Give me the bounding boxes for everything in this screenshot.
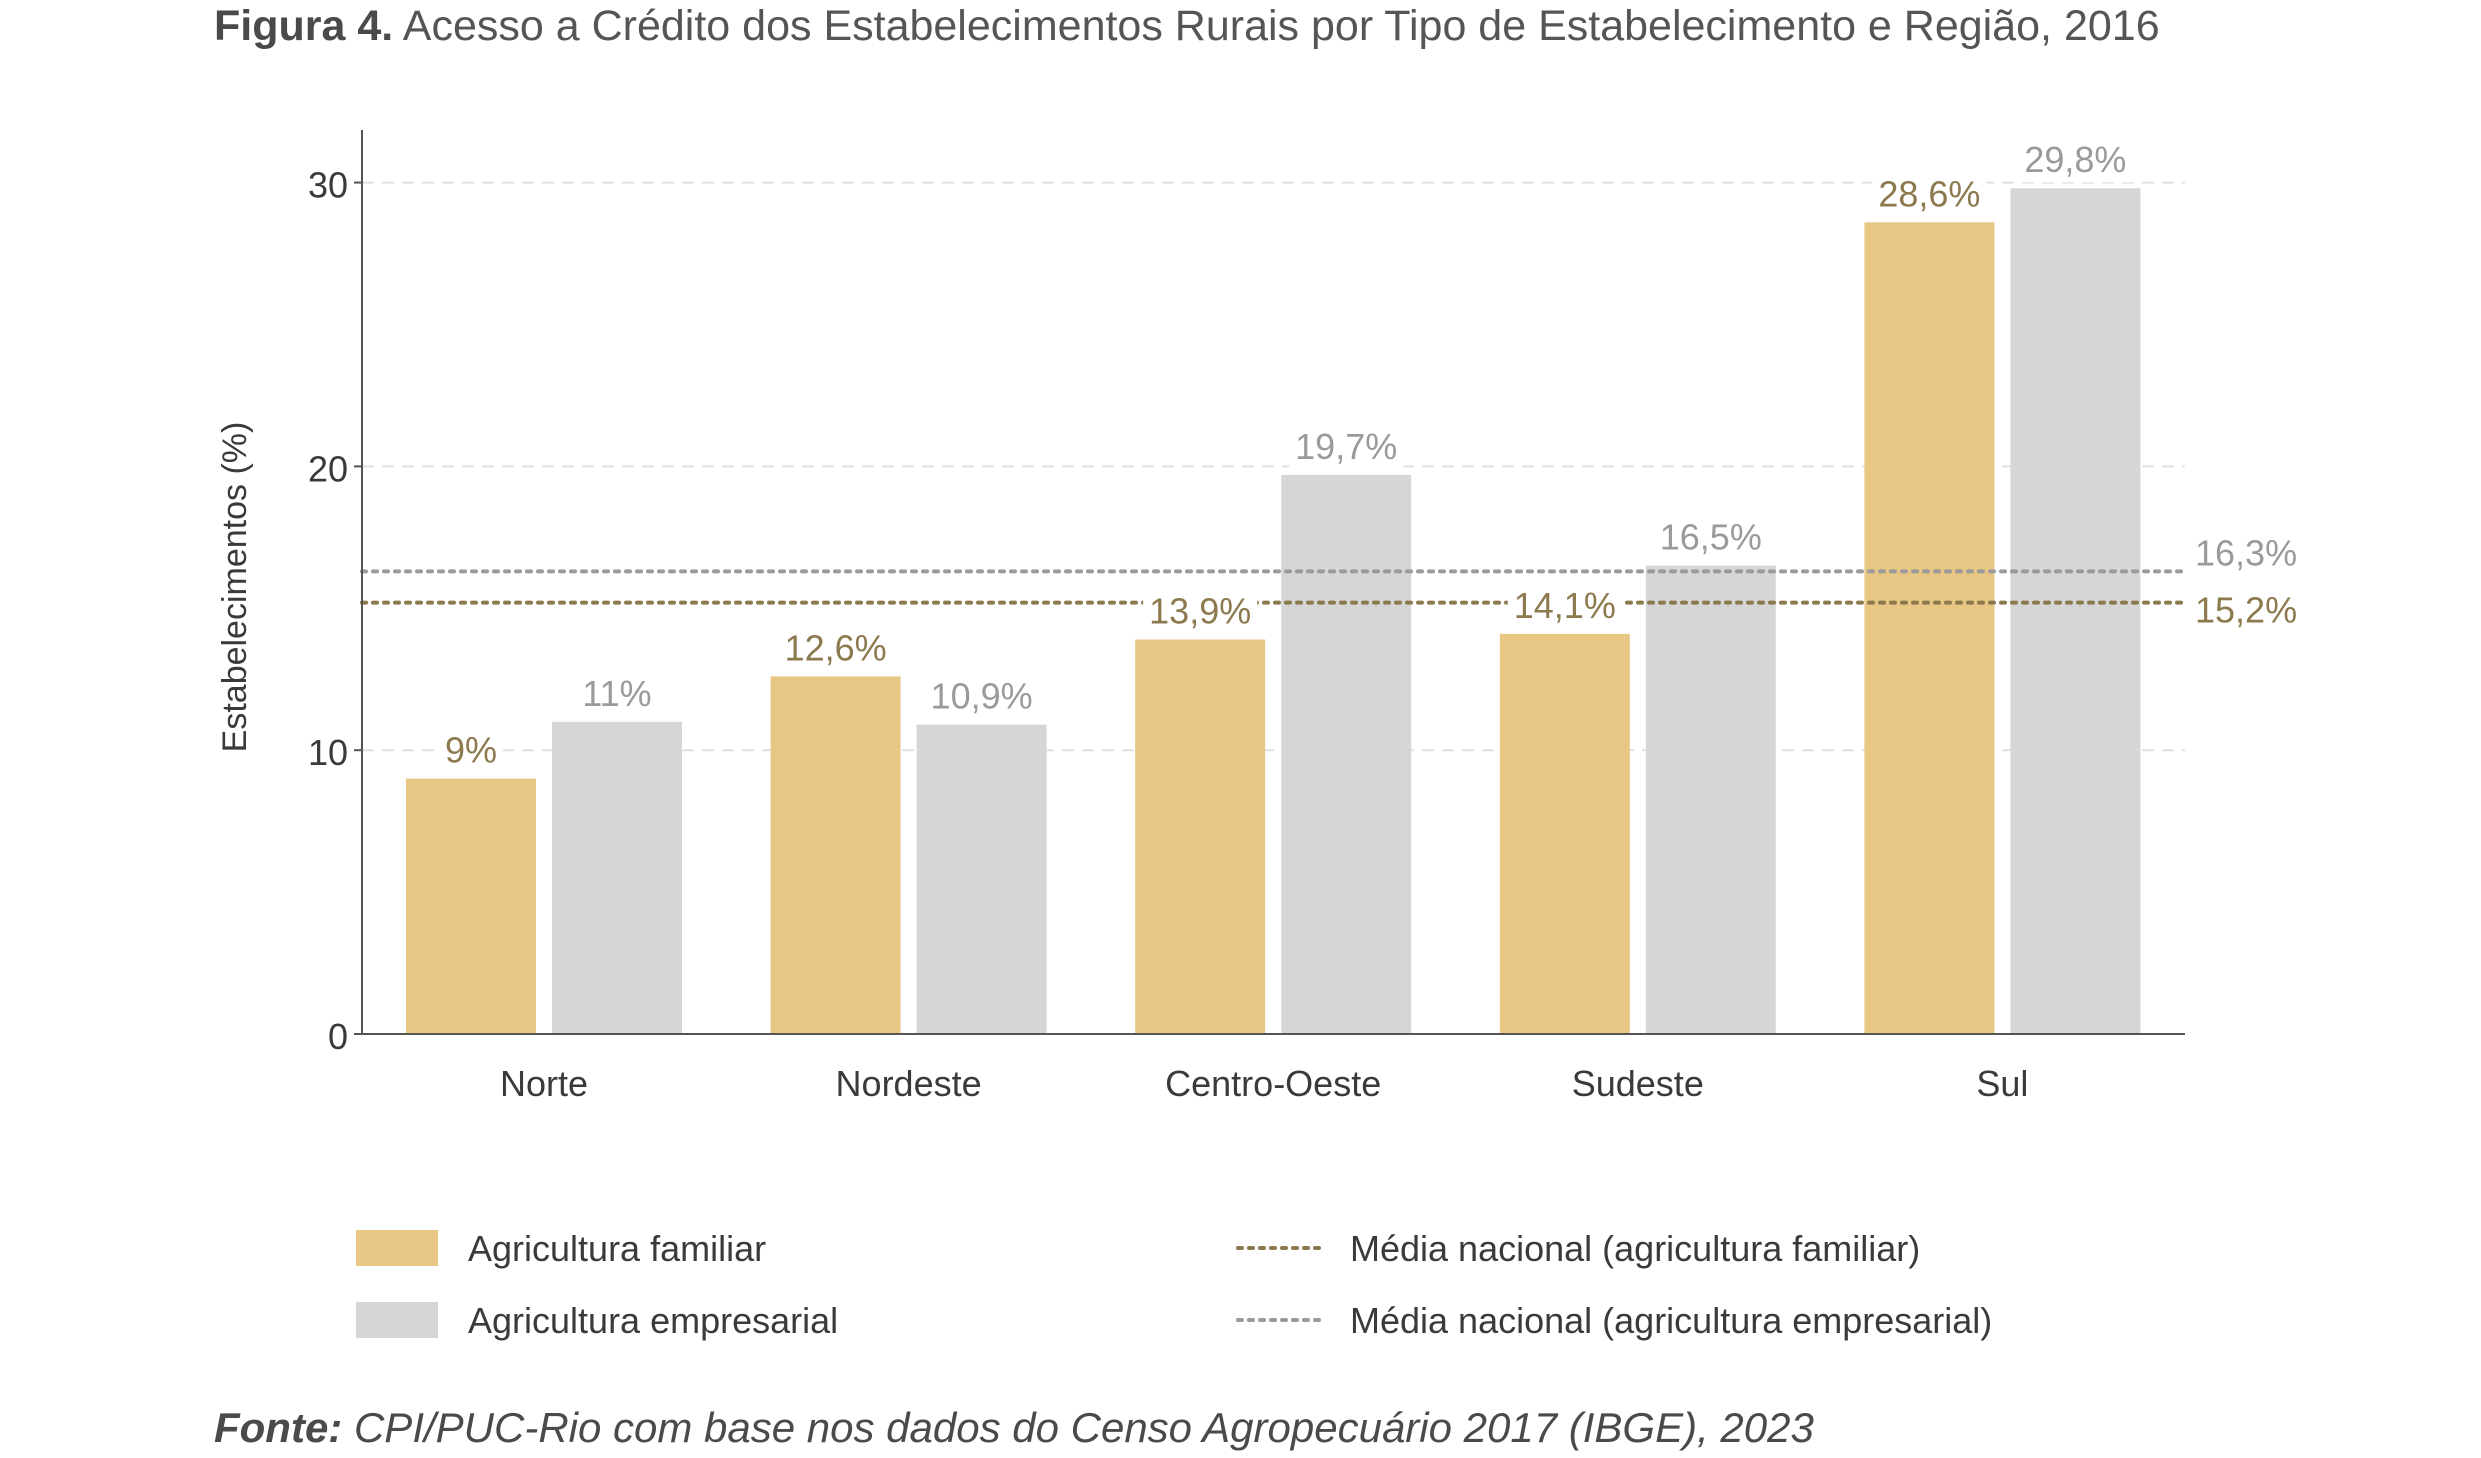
source-note: Fonte: CPI/PUC-Rio com base nos dados do… [214,1404,1814,1452]
legend-label: Média nacional (agricultura empresarial) [1350,1300,1992,1341]
bar-familiar [1135,639,1266,1034]
bar-empresarial [552,721,682,1034]
bar-familiar [406,778,536,1034]
label-background [1872,171,1987,217]
legend-swatch [356,1230,438,1266]
data-label: 16,5% [1660,517,1762,558]
label-background [2018,137,2133,183]
reference-lines [360,569,2187,605]
bar-familiar [770,676,901,1034]
y-tick-label: 20 [308,448,348,489]
y-tick-label: 10 [308,732,348,773]
legend-label: Agricultura familiar [468,1228,766,1269]
label-background [778,625,893,671]
legend-label: Média nacional (agricultura familiar) [1350,1228,1920,1269]
x-tick-label: Nordeste [836,1063,982,1104]
label-background [924,673,1039,719]
data-label: 11% [582,673,651,714]
data-label: 9% [445,730,497,771]
bar-familiar [1864,222,1995,1035]
data-label: 10,9% [931,676,1033,717]
axes: 0 10 20 30 Norte Nordeste Centro-Oeste Sudeste S… [216,130,2185,1104]
x-tick-label: Sul [1976,1063,2028,1104]
legend: Agricultura familiar Agricultura empresar… [356,1228,1992,1341]
data-labels: 9% 11% 12,6% 10,9% 13,9% 19,7% 14,1% 16,5% 28,6%… [438,137,2297,773]
source-text: CPI/PUC-Rio com base nos dados do Censo … [353,1404,1814,1451]
label-background [1289,423,1404,469]
x-tick-label: Sudeste [1572,1063,1704,1104]
legend-label: Agricultura empresarial [468,1300,838,1341]
bar-familiar [1499,633,1630,1034]
label-background [1507,582,1622,628]
bar-empresarial [2010,188,2141,1034]
y-axis-title: Estabelecimentos (%) [216,422,254,753]
data-label: 12,6% [785,627,887,668]
label-background [438,727,504,773]
bars [406,188,2141,1035]
data-label: 13,9% [1149,591,1251,632]
y-tick-label: 30 [308,165,348,206]
source-prefix: Fonte: [214,1404,343,1451]
y-tick-label: 0 [328,1016,348,1057]
chart-title: Figura 4. Acesso a Crédito dos Estabelec… [214,2,2160,51]
bar-empresarial [916,724,1047,1034]
average-label: 15,2% [2195,590,2297,631]
data-label: 29,8% [2024,139,2126,180]
data-label: 28,6% [1878,173,1980,214]
figure-title-text: Acesso a Crédito dos Estabelecimentos Ru… [402,2,2160,50]
x-tick-label: Norte [500,1063,588,1104]
data-label: 19,7% [1295,426,1397,467]
legend-swatch [356,1302,438,1338]
data-label: 14,1% [1514,585,1616,626]
bar-empresarial [1281,474,1412,1034]
label-background [1653,514,1768,560]
figure-number: Figura 4. [214,2,394,50]
label-background [576,670,658,716]
bar-empresarial [1645,565,1776,1034]
x-tick-label: Centro-Oeste [1165,1063,1381,1104]
label-background [1143,588,1258,634]
average-label: 16,3% [2195,532,2297,573]
